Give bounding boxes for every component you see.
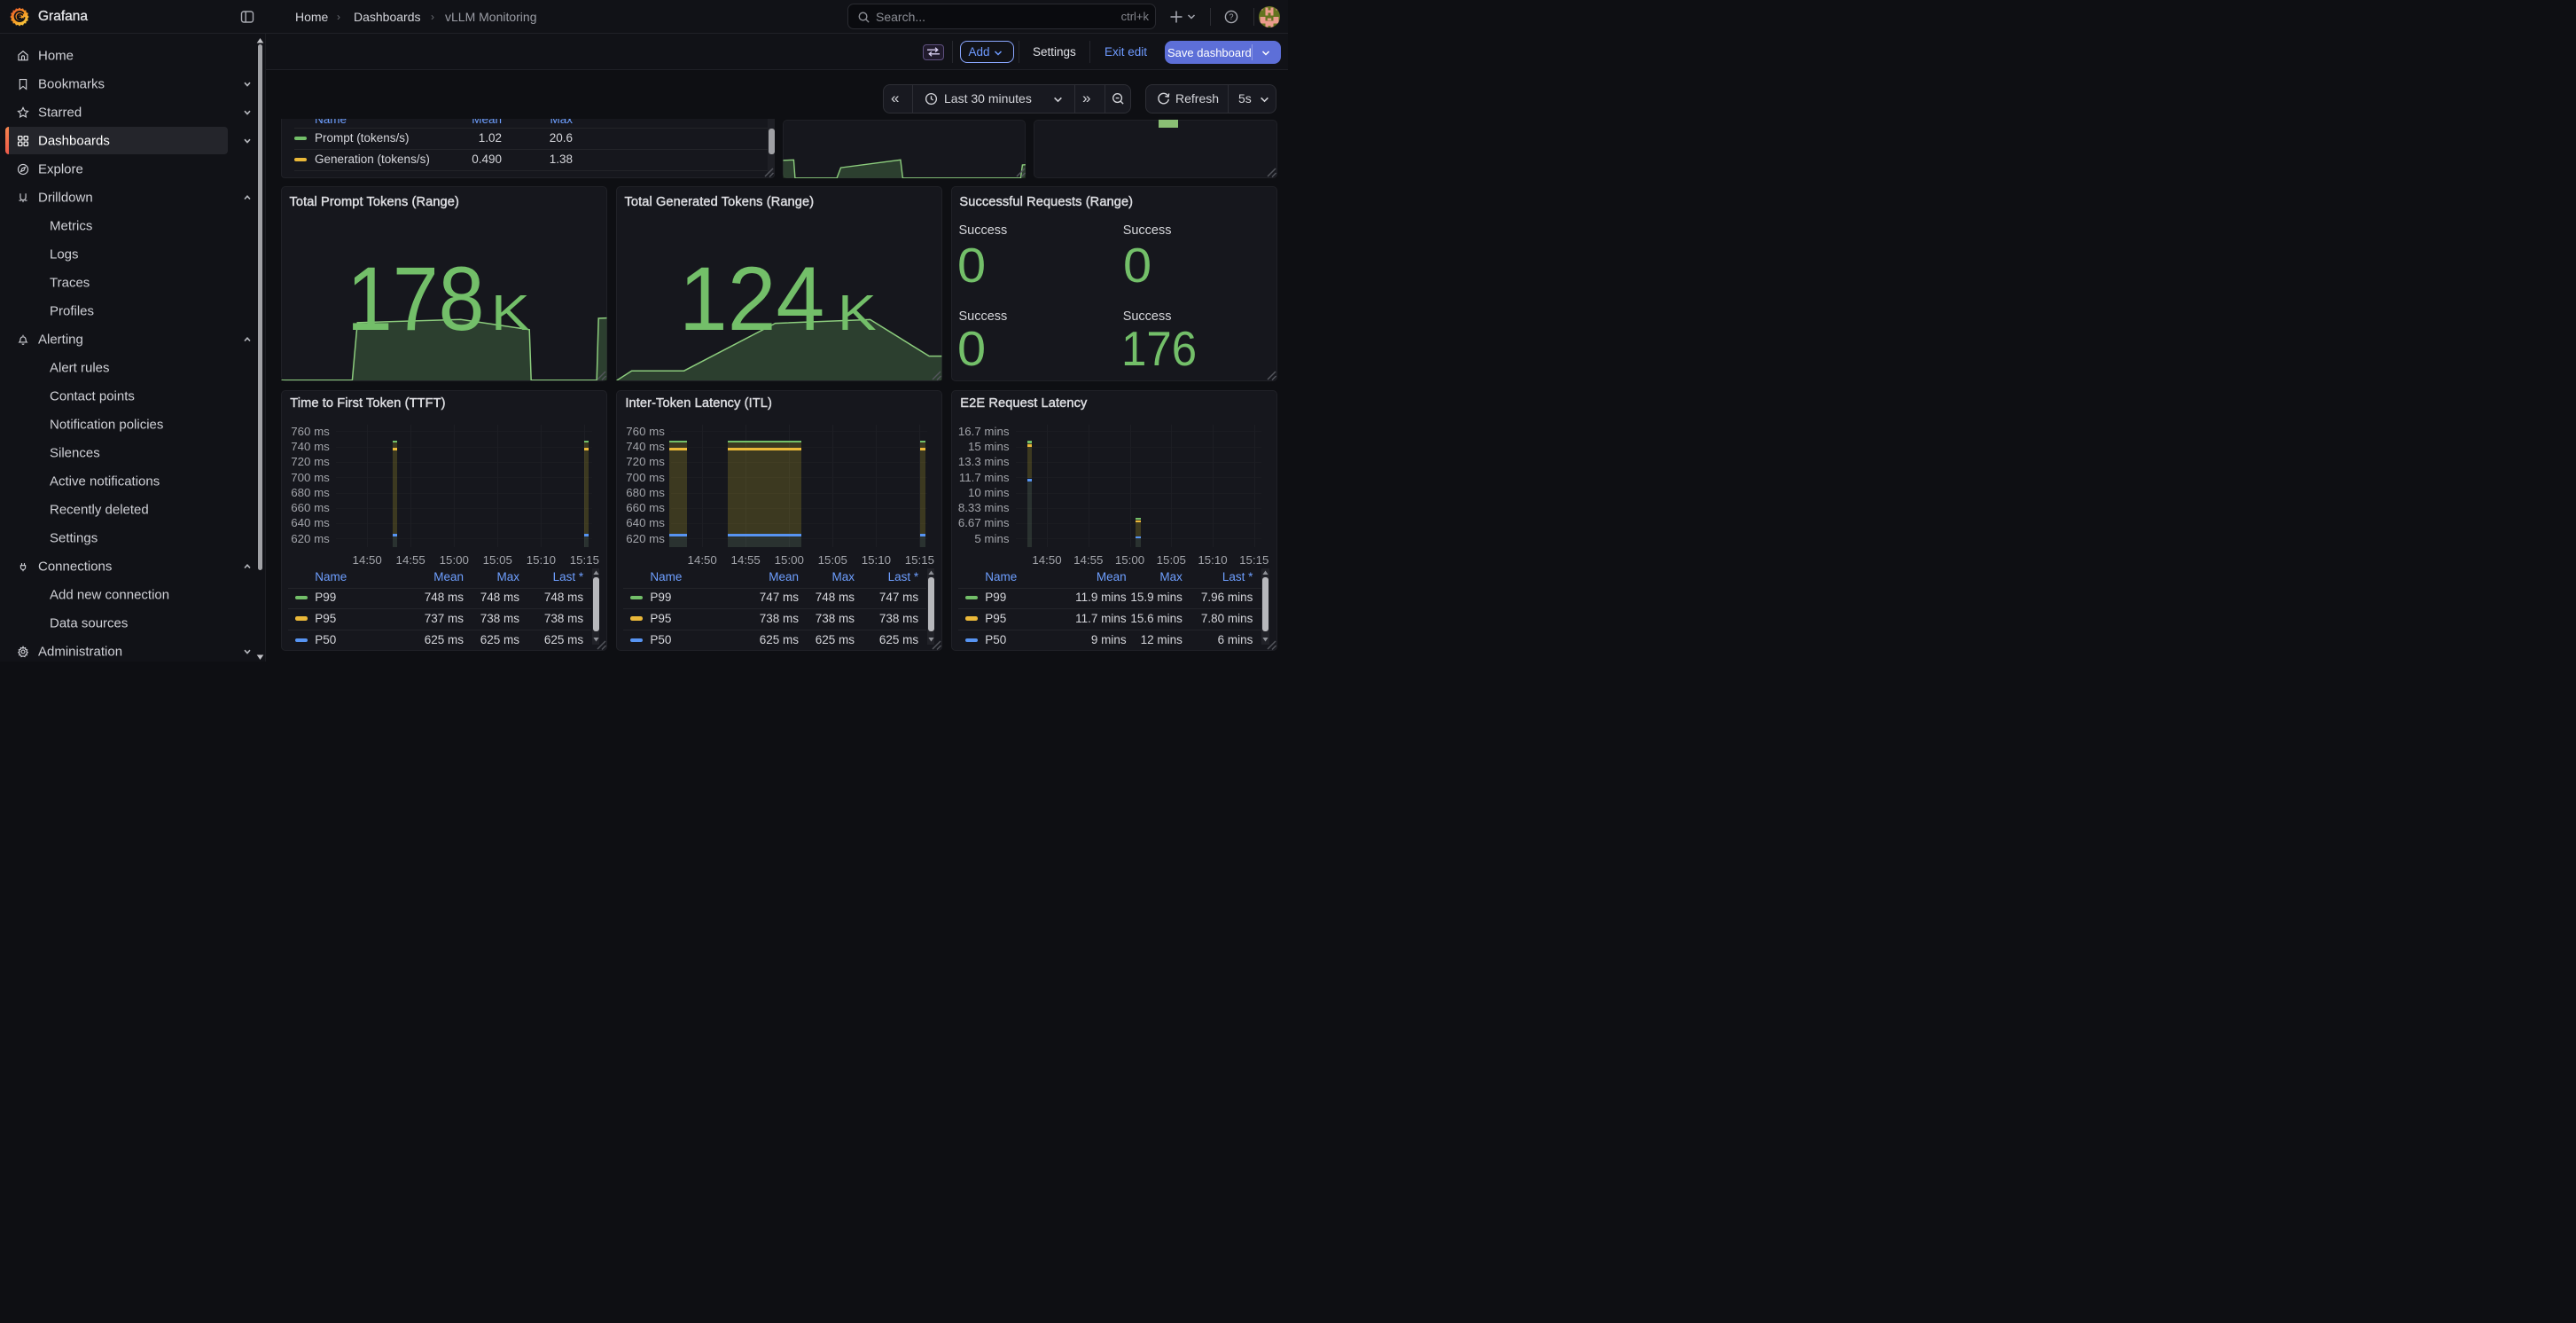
svg-text:?: ? <box>1229 12 1233 21</box>
